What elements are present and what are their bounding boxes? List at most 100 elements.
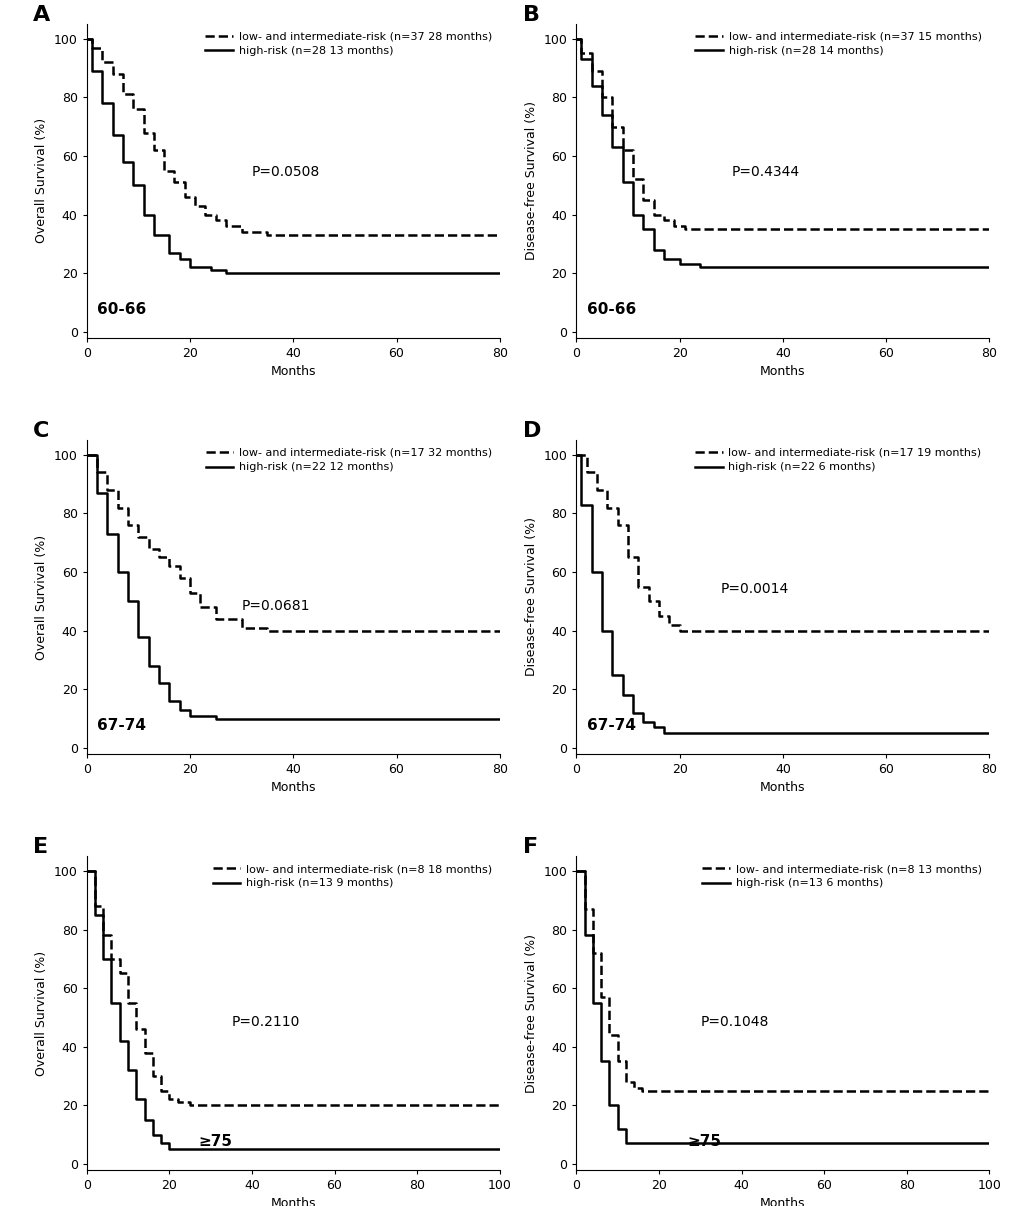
high-risk (n=28 14 months) — [616, 175, 629, 189]
Legend: low- and intermediate-risk (n=8 13 months), high-risk (n=13 6 months): low- and intermediate-risk (n=8 13 month… — [699, 862, 983, 891]
low- and intermediate-risk (n=17 32 months) — [91, 466, 103, 480]
low- and intermediate-risk (n=8 18 months) — [122, 995, 135, 1009]
low- and intermediate-risk (n=8 13 months) — [594, 990, 606, 1005]
high-risk (n=13 9 months) — [113, 1034, 125, 1048]
high-risk (n=22 12 months) — [210, 712, 222, 726]
high-risk (n=13 9 months) — [81, 863, 93, 878]
high-risk (n=22 6 months) — [627, 706, 639, 720]
low- and intermediate-risk (n=17 32 months) — [153, 550, 165, 564]
low- and intermediate-risk (n=37 15 months) — [585, 64, 597, 78]
high-risk (n=13 9 months) — [171, 1142, 183, 1157]
high-risk (n=28 13 months) — [96, 96, 108, 111]
low- and intermediate-risk (n=37 28 months) — [178, 189, 191, 204]
low- and intermediate-risk (n=17 19 months) — [652, 609, 664, 624]
Text: C: C — [33, 421, 49, 441]
high-risk (n=13 6 months) — [620, 1136, 632, 1151]
high-risk (n=22 12 months) — [101, 527, 113, 541]
low- and intermediate-risk (n=17 32 months) — [173, 570, 185, 585]
low- and intermediate-risk (n=8 18 months) — [113, 966, 125, 980]
low- and intermediate-risk (n=17 32 months) — [183, 585, 196, 599]
high-risk (n=13 6 months) — [586, 995, 598, 1009]
high-risk (n=22 6 months) — [647, 720, 659, 734]
low- and intermediate-risk (n=17 32 months) — [194, 601, 206, 615]
high-risk (n=28 13 months) — [148, 228, 160, 242]
low- and intermediate-risk (n=17 19 months) — [673, 624, 685, 638]
low- and intermediate-risk (n=17 19 months) — [622, 550, 634, 564]
low- and intermediate-risk (n=17 19 months) — [699, 624, 711, 638]
low- and intermediate-risk (n=37 15 months) — [647, 207, 659, 222]
high-risk (n=22 6 months) — [570, 447, 582, 462]
high-risk (n=22 12 months) — [91, 486, 103, 500]
Y-axis label: Disease-free Survival (%): Disease-free Survival (%) — [525, 101, 537, 260]
Text: D: D — [522, 421, 540, 441]
low- and intermediate-risk (n=8 13 months) — [982, 1083, 995, 1097]
low- and intermediate-risk (n=8 18 months) — [155, 1083, 167, 1097]
Legend: low- and intermediate-risk (n=37 28 months), high-risk (n=28 13 months): low- and intermediate-risk (n=37 28 mont… — [203, 30, 494, 59]
high-risk (n=28 14 months) — [585, 78, 597, 93]
Legend: low- and intermediate-risk (n=8 18 months), high-risk (n=13 9 months): low- and intermediate-risk (n=8 18 month… — [210, 862, 494, 891]
low- and intermediate-risk (n=17 19 months) — [725, 624, 737, 638]
low- and intermediate-risk (n=8 18 months) — [163, 1093, 175, 1107]
low- and intermediate-risk (n=37 28 months) — [96, 55, 108, 70]
high-risk (n=13 9 months) — [139, 1113, 151, 1128]
low- and intermediate-risk (n=17 19 months) — [662, 617, 675, 632]
high-risk (n=28 13 months) — [493, 267, 505, 281]
high-risk (n=13 9 months) — [97, 952, 109, 966]
low- and intermediate-risk (n=37 28 months) — [210, 213, 222, 228]
low- and intermediate-risk (n=17 32 months) — [132, 529, 145, 544]
low- and intermediate-risk (n=8 13 months) — [628, 1081, 640, 1095]
low- and intermediate-risk (n=17 19 months) — [600, 500, 612, 515]
low- and intermediate-risk (n=17 32 months) — [143, 541, 155, 556]
low- and intermediate-risk (n=37 15 months) — [637, 193, 649, 207]
Legend: low- and intermediate-risk (n=17 32 months), high-risk (n=22 12 months): low- and intermediate-risk (n=17 32 mont… — [203, 446, 494, 475]
Text: 60-66: 60-66 — [97, 303, 146, 317]
low- and intermediate-risk (n=37 28 months) — [127, 101, 140, 116]
low- and intermediate-risk (n=37 28 months) — [261, 228, 273, 242]
high-risk (n=28 13 months) — [205, 263, 217, 277]
low- and intermediate-risk (n=17 32 months) — [493, 624, 505, 638]
high-risk (n=13 9 months) — [89, 908, 101, 923]
low- and intermediate-risk (n=37 28 months) — [148, 142, 160, 157]
Text: P=0.0681: P=0.0681 — [242, 599, 310, 613]
Y-axis label: Disease-free Survival (%): Disease-free Survival (%) — [525, 517, 537, 677]
high-risk (n=22 6 months) — [595, 624, 607, 638]
low- and intermediate-risk (n=17 32 months) — [111, 500, 123, 515]
high-risk (n=28 13 months) — [163, 246, 175, 260]
Line: low- and intermediate-risk (n=17 19 months): low- and intermediate-risk (n=17 19 mont… — [576, 455, 988, 631]
low- and intermediate-risk (n=37 28 months) — [106, 66, 118, 81]
high-risk (n=22 12 months) — [183, 708, 196, 722]
low- and intermediate-risk (n=37 28 months) — [81, 31, 93, 46]
low- and intermediate-risk (n=37 28 months) — [158, 163, 170, 177]
high-risk (n=13 6 months) — [570, 863, 582, 878]
low- and intermediate-risk (n=37 28 months) — [199, 207, 211, 222]
Line: high-risk (n=22 12 months): high-risk (n=22 12 months) — [87, 455, 499, 719]
low- and intermediate-risk (n=17 19 months) — [632, 579, 644, 593]
low- and intermediate-risk (n=37 28 months) — [86, 40, 98, 54]
high-risk (n=13 6 months) — [594, 1054, 606, 1069]
X-axis label: Months: Months — [759, 1198, 805, 1206]
Text: ≥75: ≥75 — [687, 1135, 721, 1149]
Y-axis label: Overall Survival (%): Overall Survival (%) — [36, 534, 48, 660]
low- and intermediate-risk (n=8 18 months) — [205, 1099, 217, 1113]
Line: high-risk (n=13 9 months): high-risk (n=13 9 months) — [87, 871, 499, 1149]
high-risk (n=28 13 months) — [86, 64, 98, 78]
low- and intermediate-risk (n=8 18 months) — [105, 952, 117, 966]
X-axis label: Months: Months — [759, 365, 805, 379]
Line: high-risk (n=13 6 months): high-risk (n=13 6 months) — [576, 871, 988, 1143]
Y-axis label: Overall Survival (%): Overall Survival (%) — [36, 950, 48, 1076]
X-axis label: Months: Months — [270, 1198, 316, 1206]
high-risk (n=28 13 months) — [183, 260, 196, 275]
high-risk (n=28 14 months) — [575, 52, 587, 66]
high-risk (n=28 14 months) — [982, 260, 995, 275]
high-risk (n=28 14 months) — [637, 222, 649, 236]
low- and intermediate-risk (n=17 19 months) — [642, 595, 654, 609]
high-risk (n=22 12 months) — [163, 693, 175, 708]
low- and intermediate-risk (n=17 32 months) — [287, 624, 300, 638]
Text: A: A — [33, 5, 50, 25]
low- and intermediate-risk (n=37 15 months) — [570, 31, 582, 46]
low- and intermediate-risk (n=37 28 months) — [189, 199, 201, 213]
low- and intermediate-risk (n=37 15 months) — [982, 222, 995, 236]
high-risk (n=13 9 months) — [130, 1093, 143, 1107]
high-risk (n=22 6 months) — [585, 564, 597, 579]
low- and intermediate-risk (n=17 19 months) — [982, 624, 995, 638]
